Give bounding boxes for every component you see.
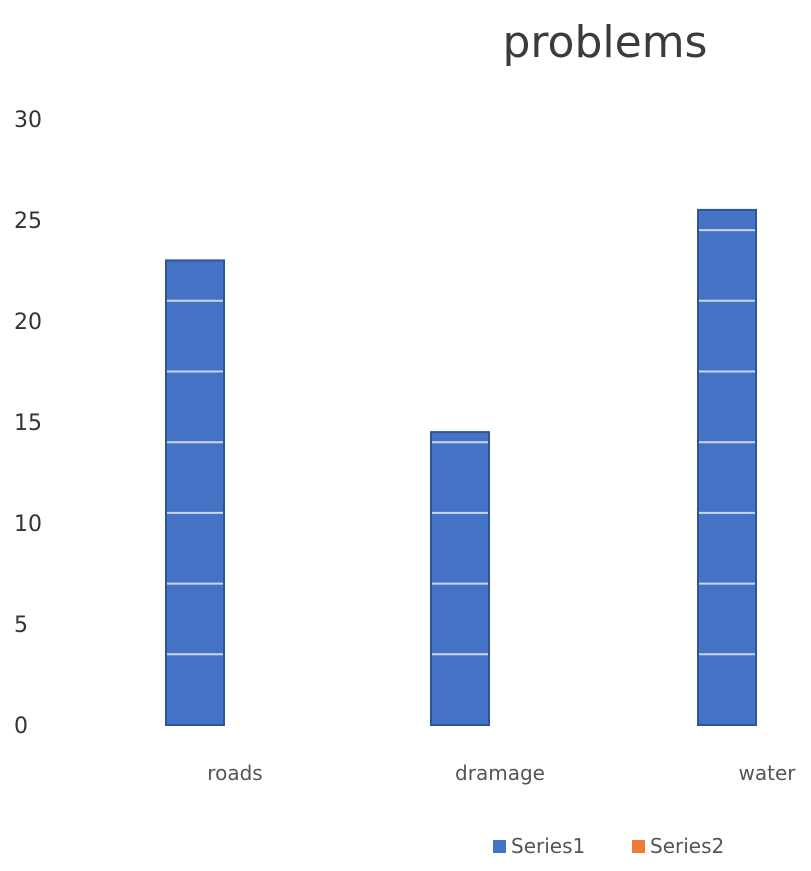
bar-dramage — [430, 431, 490, 726]
y-axis-ticks: 0 5 10 15 20 25 30 — [14, 108, 42, 739]
bar-roads — [165, 259, 225, 726]
legend-label-1: Series1 — [511, 834, 585, 858]
legend-label-2: Series2 — [650, 834, 724, 858]
x-tick-label: roads — [207, 761, 262, 785]
legend-swatch-1 — [493, 840, 506, 853]
y-tick-label: 25 — [14, 209, 42, 234]
y-tick-label: 0 — [14, 714, 28, 739]
x-tick-label: water — [739, 761, 797, 785]
y-tick-label: 10 — [14, 512, 42, 537]
chart-title: problems — [503, 17, 708, 68]
y-tick-label: 15 — [14, 411, 42, 436]
bars — [165, 208, 757, 726]
x-axis-labels: roads dramage water — [207, 761, 796, 785]
y-tick-label: 20 — [14, 310, 42, 335]
legend: Series1 Series2 — [493, 834, 724, 858]
y-tick-label: 5 — [14, 613, 28, 638]
bar-water — [697, 208, 757, 726]
x-tick-label: dramage — [455, 761, 545, 785]
legend-swatch-2 — [632, 840, 645, 853]
y-tick-label: 30 — [14, 108, 42, 133]
